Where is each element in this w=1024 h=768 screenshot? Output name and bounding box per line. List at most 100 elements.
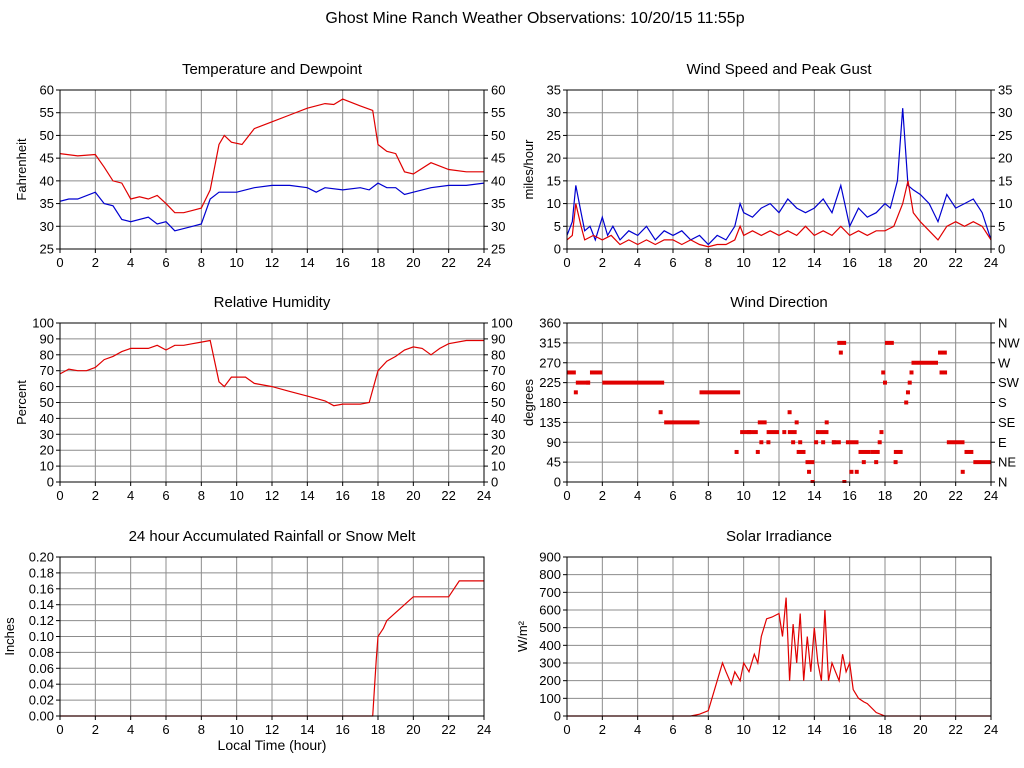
dir-xtick-label: 8 [705,488,712,503]
temp-xtick-label: 16 [335,255,349,270]
solar-ytick-label: 500 [539,620,561,635]
temp-series-blue-line [60,182,484,232]
dir-compass-label: NW [998,335,1020,350]
dir-direction-segment [819,430,829,435]
dir-ytick-label: 135 [539,415,561,430]
dir-direction-segment [796,449,806,454]
temp-series-red-line [60,98,484,214]
wind-ytick-label: 5 [554,219,561,234]
wind-ytick-label: 0 [554,242,561,257]
rh-ytick-label: 80 [40,347,54,362]
rain-xtick-label: 10 [229,722,243,737]
dir-direction-point [831,440,836,445]
dir-data [567,340,991,483]
dir-compass-label: SW [998,375,1020,390]
dir-xtick-label: 18 [878,488,892,503]
solar-xtick-label: 0 [563,722,570,737]
dir-direction-segment [664,420,700,425]
dir-direction-point [791,440,796,445]
solar-xtick-label: 8 [705,722,712,737]
dir-direction-segment [787,430,797,435]
dir-direction-segment [832,440,841,445]
temp-ytick-right-label: 35 [491,196,505,211]
wind-ytick-label: 25 [547,128,561,143]
temp-ytick-label: 25 [40,242,54,257]
rh-xtick-label: 2 [92,488,99,503]
dir-direction-segment [964,449,974,454]
dir-ytick-label: 0 [554,475,561,490]
dir-direction-point [586,380,591,385]
wind-title: Wind Speed and Peak Gust [686,61,872,78]
wind-xtick-label: 22 [948,255,962,270]
dir-direction-segment [837,340,847,345]
rh-xtick-label: 14 [300,488,314,503]
solar-xtick-label: 20 [913,722,927,737]
dir-direction-point [787,410,792,415]
wind-data [567,108,991,248]
dir-direction-point [881,370,886,375]
dir-direction-segment [699,390,741,395]
dir-direction-point [845,440,850,445]
rain-xtick-label: 8 [198,722,205,737]
dir-compass-label: N [998,475,1007,490]
rain-ytick-label: 0.10 [29,629,54,644]
temp-ytick-label: 40 [40,173,54,188]
dir-direction-segment [766,430,779,435]
rh-xtick-label: 10 [229,488,243,503]
dir-direction-point [909,370,914,375]
rh-ytick-label: 20 [40,443,54,458]
wind-xtick-label: 16 [842,255,856,270]
solar-xtick-label: 24 [984,722,998,737]
dir-direction-segment [870,449,880,454]
dir-direction-segment [575,380,590,385]
dir-title: Wind Direction [730,294,828,311]
dir-direction-point [904,400,909,405]
temp-xtick-label: 22 [441,255,455,270]
dir-direction-segment [973,460,991,465]
rain-xtick-label: 20 [406,722,420,737]
rh-ytick-right-label: 80 [491,347,505,362]
rh-ytick-right-label: 10 [491,459,505,474]
solar-xtick-label: 14 [807,722,821,737]
solar-data [567,597,991,717]
wind-xtick-label: 10 [736,255,750,270]
solar-xtick-label: 16 [842,722,856,737]
dir-direction-segment [938,350,947,355]
rain-xlabel: Local Time (hour) [218,737,327,753]
rain-ytick-label: 0.08 [29,645,54,660]
dir-ytick-label: 360 [539,316,561,331]
wind-xtick-label: 4 [634,255,641,270]
dir-direction-point [782,430,787,435]
wind-xtick-label: 2 [599,255,606,270]
rain-ytick-label: 0.14 [29,597,54,612]
wind-ytick-right-label: 0 [998,242,1005,257]
dir-direction-point [854,469,859,474]
dir-direction-segment [589,370,603,375]
dir-compass-label: S [998,395,1007,410]
wind-ytick-right-label: 10 [998,196,1012,211]
temp-xtick-label: 24 [477,255,491,270]
rh-xtick-label: 0 [56,488,63,503]
rh-ytick-label: 50 [40,395,54,410]
temp-ytick-label: 50 [40,128,54,143]
dir-ytick-label: 270 [539,355,561,370]
rh-xtick-label: 16 [335,488,349,503]
dir-direction-point [766,440,771,445]
wind-xtick-label: 6 [669,255,676,270]
rh-xtick-label: 22 [441,488,455,503]
rain-ytick-label: 0.20 [29,550,54,565]
temp-xtick-label: 4 [127,255,134,270]
rain-ytick-label: 0.06 [29,661,54,676]
wind-ytick-label: 30 [547,105,561,120]
dir-ytick-label: 180 [539,395,561,410]
dir-ytick-label: 90 [547,435,561,450]
dir-ytick-label: 315 [539,335,561,350]
dir-xtick-label: 6 [669,488,676,503]
dir-direction-point [861,460,866,465]
temp-xtick-label: 20 [406,255,420,270]
wind-ytick-right-label: 5 [998,219,1005,234]
temp-xtick-label: 0 [56,255,63,270]
solar-ytick-label: 900 [539,550,561,565]
rain-ytick-label: 0.00 [29,709,54,724]
